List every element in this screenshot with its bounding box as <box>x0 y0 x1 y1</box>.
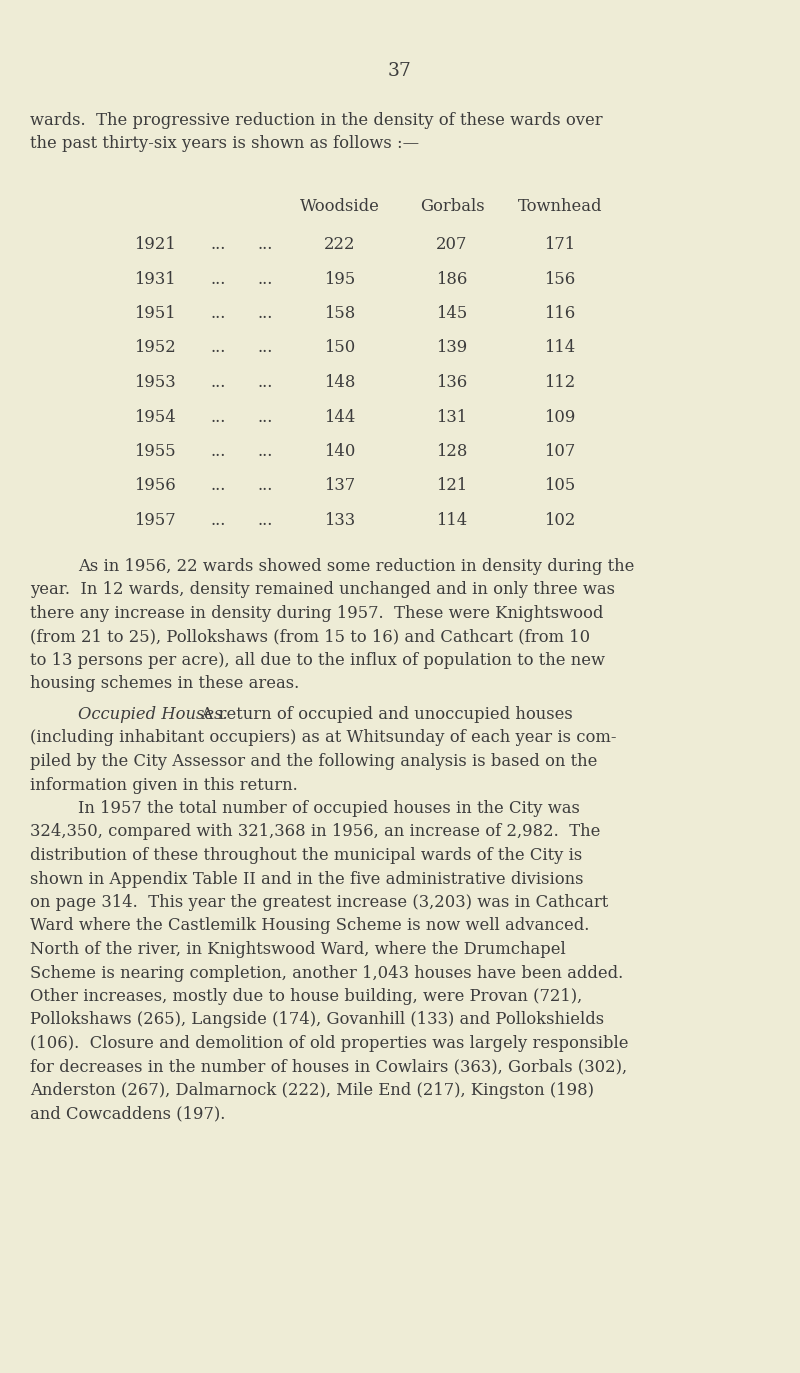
Text: ...: ... <box>210 443 226 460</box>
Text: 1955: 1955 <box>134 443 176 460</box>
Text: 139: 139 <box>436 339 468 357</box>
Text: Pollokshaws (265), Langside (174), Govanhill (133) and Pollokshields: Pollokshaws (265), Langside (174), Govan… <box>30 1012 604 1028</box>
Text: As in 1956, 22 wards showed some reduction in density during the: As in 1956, 22 wards showed some reducti… <box>78 557 634 575</box>
Text: Gorbals: Gorbals <box>420 198 484 216</box>
Text: 145: 145 <box>436 305 468 323</box>
Text: 222: 222 <box>324 236 356 253</box>
Text: ...: ... <box>210 512 226 529</box>
Text: shown in Appendix Table II and in the five administrative divisions: shown in Appendix Table II and in the fi… <box>30 870 583 887</box>
Text: housing schemes in these areas.: housing schemes in these areas. <box>30 676 299 692</box>
Text: ...: ... <box>258 373 273 391</box>
Text: A return of occupied and unoccupied houses: A return of occupied and unoccupied hous… <box>191 706 573 724</box>
Text: 131: 131 <box>437 409 467 426</box>
Text: 1956: 1956 <box>134 478 176 494</box>
Text: ...: ... <box>258 478 273 494</box>
Text: Other increases, mostly due to house building, were Provan (721),: Other increases, mostly due to house bui… <box>30 989 582 1005</box>
Text: 114: 114 <box>436 512 468 529</box>
Text: the past thirty-six years is shown as follows :—: the past thirty-six years is shown as fo… <box>30 136 419 152</box>
Text: 1954: 1954 <box>134 409 176 426</box>
Text: Townhead: Townhead <box>518 198 602 216</box>
Text: ...: ... <box>210 270 226 287</box>
Text: 112: 112 <box>544 373 576 391</box>
Text: (106).  Closure and demolition of old properties was largely responsible: (106). Closure and demolition of old pro… <box>30 1035 629 1052</box>
Text: Occupied Houses.: Occupied Houses. <box>78 706 228 724</box>
Text: North of the river, in Knightswood Ward, where the Drumchapel: North of the river, in Knightswood Ward,… <box>30 941 566 958</box>
Text: 1952: 1952 <box>134 339 176 357</box>
Text: ...: ... <box>258 236 273 253</box>
Text: 1953: 1953 <box>134 373 176 391</box>
Text: Woodside: Woodside <box>300 198 380 216</box>
Text: 140: 140 <box>324 443 356 460</box>
Text: ...: ... <box>210 305 226 323</box>
Text: 109: 109 <box>544 409 576 426</box>
Text: 1957: 1957 <box>134 512 176 529</box>
Text: 114: 114 <box>544 339 576 357</box>
Text: ...: ... <box>258 409 273 426</box>
Text: 107: 107 <box>544 443 576 460</box>
Text: ...: ... <box>258 305 273 323</box>
Text: 1951: 1951 <box>134 305 176 323</box>
Text: there any increase in density during 1957.  These were Knightswood: there any increase in density during 195… <box>30 605 603 622</box>
Text: 133: 133 <box>325 512 355 529</box>
Text: Anderston (267), Dalmarnock (222), Mile End (217), Kingston (198): Anderston (267), Dalmarnock (222), Mile … <box>30 1082 594 1098</box>
Text: ...: ... <box>258 339 273 357</box>
Text: 158: 158 <box>324 305 356 323</box>
Text: ...: ... <box>210 478 226 494</box>
Text: 150: 150 <box>324 339 356 357</box>
Text: 324,350, compared with 321,368 in 1956, an increase of 2,982.  The: 324,350, compared with 321,368 in 1956, … <box>30 824 600 840</box>
Text: 186: 186 <box>436 270 468 287</box>
Text: (including inhabitant occupiers) as at Whitsunday of each year is com-: (including inhabitant occupiers) as at W… <box>30 729 617 747</box>
Text: ...: ... <box>210 409 226 426</box>
Text: 121: 121 <box>436 478 468 494</box>
Text: 1921: 1921 <box>134 236 176 253</box>
Text: ...: ... <box>210 236 226 253</box>
Text: 148: 148 <box>324 373 356 391</box>
Text: ...: ... <box>210 373 226 391</box>
Text: information given in this return.: information given in this return. <box>30 777 298 794</box>
Text: to 13 persons per acre), all due to the influx of population to the new: to 13 persons per acre), all due to the … <box>30 652 605 669</box>
Text: wards.  The progressive reduction in the density of these wards over: wards. The progressive reduction in the … <box>30 113 602 129</box>
Text: 128: 128 <box>436 443 468 460</box>
Text: Scheme is nearing completion, another 1,043 houses have been added.: Scheme is nearing completion, another 1,… <box>30 964 623 982</box>
Text: 136: 136 <box>436 373 468 391</box>
Text: 144: 144 <box>324 409 356 426</box>
Text: 137: 137 <box>325 478 355 494</box>
Text: 105: 105 <box>544 478 576 494</box>
Text: 195: 195 <box>324 270 356 287</box>
Text: In 1957 the total number of occupied houses in the City was: In 1957 the total number of occupied hou… <box>78 800 580 817</box>
Text: (from 21 to 25), Pollokshaws (from 15 to 16) and Cathcart (from 10: (from 21 to 25), Pollokshaws (from 15 to… <box>30 629 590 645</box>
Text: 116: 116 <box>544 305 576 323</box>
Text: ...: ... <box>258 270 273 287</box>
Text: ...: ... <box>258 443 273 460</box>
Text: 37: 37 <box>388 62 412 80</box>
Text: 207: 207 <box>436 236 468 253</box>
Text: 156: 156 <box>544 270 576 287</box>
Text: year.  In 12 wards, density remained unchanged and in only three was: year. In 12 wards, density remained unch… <box>30 582 615 599</box>
Text: piled by the City Assessor and the following analysis is based on the: piled by the City Assessor and the follo… <box>30 752 598 770</box>
Text: and Cowcaddens (197).: and Cowcaddens (197). <box>30 1105 226 1123</box>
Text: ...: ... <box>258 512 273 529</box>
Text: ...: ... <box>210 339 226 357</box>
Text: for decreases in the number of houses in Cowlairs (363), Gorbals (302),: for decreases in the number of houses in… <box>30 1059 627 1075</box>
Text: on page 314.  This year the greatest increase (3,203) was in Cathcart: on page 314. This year the greatest incr… <box>30 894 608 912</box>
Text: 1931: 1931 <box>134 270 176 287</box>
Text: 102: 102 <box>544 512 576 529</box>
Text: 171: 171 <box>545 236 575 253</box>
Text: Ward where the Castlemilk Housing Scheme is now well advanced.: Ward where the Castlemilk Housing Scheme… <box>30 917 590 935</box>
Text: distribution of these throughout the municipal wards of the City is: distribution of these throughout the mun… <box>30 847 582 864</box>
